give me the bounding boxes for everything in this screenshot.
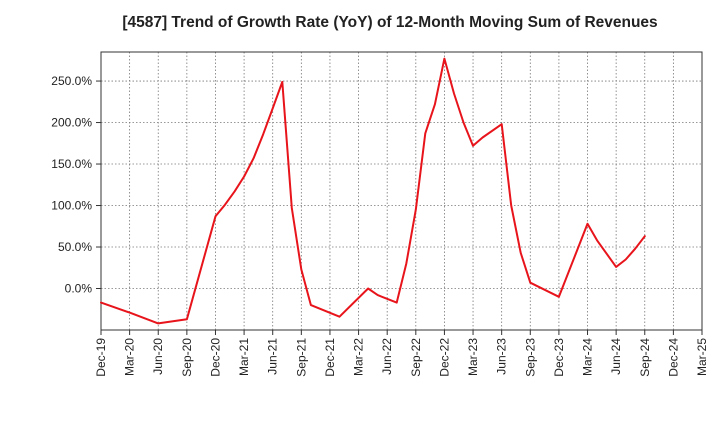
y-tick-label: 250.0% xyxy=(51,74,92,88)
x-tick-label: Sep-20 xyxy=(180,338,194,377)
x-tick-label: Jun-20 xyxy=(151,338,165,375)
chart-title: [4587] Trend of Growth Rate (YoY) of 12-… xyxy=(122,14,658,31)
axes: Dec-19 Mar-20 Jun-20 Sep-20 Dec-20 Mar-21 Jun-… xyxy=(51,74,709,377)
x-tick-label: Mar-25 xyxy=(695,338,709,376)
grid xyxy=(100,52,703,330)
plot-background xyxy=(101,52,702,330)
y-tick-label: 0.0% xyxy=(65,282,93,296)
x-tick-label: Mar-21 xyxy=(237,338,251,376)
y-tick-label: 50.0% xyxy=(58,240,92,254)
x-tick-label: Jun-22 xyxy=(380,338,394,375)
x-tick-label: Jun-24 xyxy=(609,338,623,375)
y-tick-label: 100.0% xyxy=(51,199,92,213)
x-tick-label: Mar-23 xyxy=(466,338,480,376)
series-line xyxy=(100,57,646,325)
x-tick-label: Sep-21 xyxy=(294,338,308,377)
x-tick-label: Sep-22 xyxy=(409,338,423,377)
y-tick-label: 150.0% xyxy=(51,157,92,171)
plot-frame xyxy=(100,51,703,331)
x-tick-label: Dec-24 xyxy=(666,338,680,377)
x-tick-label: Dec-19 xyxy=(94,338,108,377)
x-tick-label: Sep-24 xyxy=(638,338,652,377)
x-tick-label: Sep-23 xyxy=(523,338,537,377)
x-tick-label: Dec-23 xyxy=(552,338,566,377)
x-tick-label: Mar-24 xyxy=(581,338,595,376)
x-tick-label: Dec-20 xyxy=(208,338,222,377)
x-tick-label: Mar-22 xyxy=(352,338,366,376)
x-tick-label: Mar-20 xyxy=(123,338,137,376)
series xyxy=(100,57,646,325)
x-tick-label: Dec-22 xyxy=(437,338,451,377)
x-tick-label: Dec-21 xyxy=(323,338,337,377)
x-tick-label: Jun-23 xyxy=(495,338,509,375)
x-tick-label: Jun-21 xyxy=(266,338,280,375)
y-tick-label: 200.0% xyxy=(51,116,92,130)
